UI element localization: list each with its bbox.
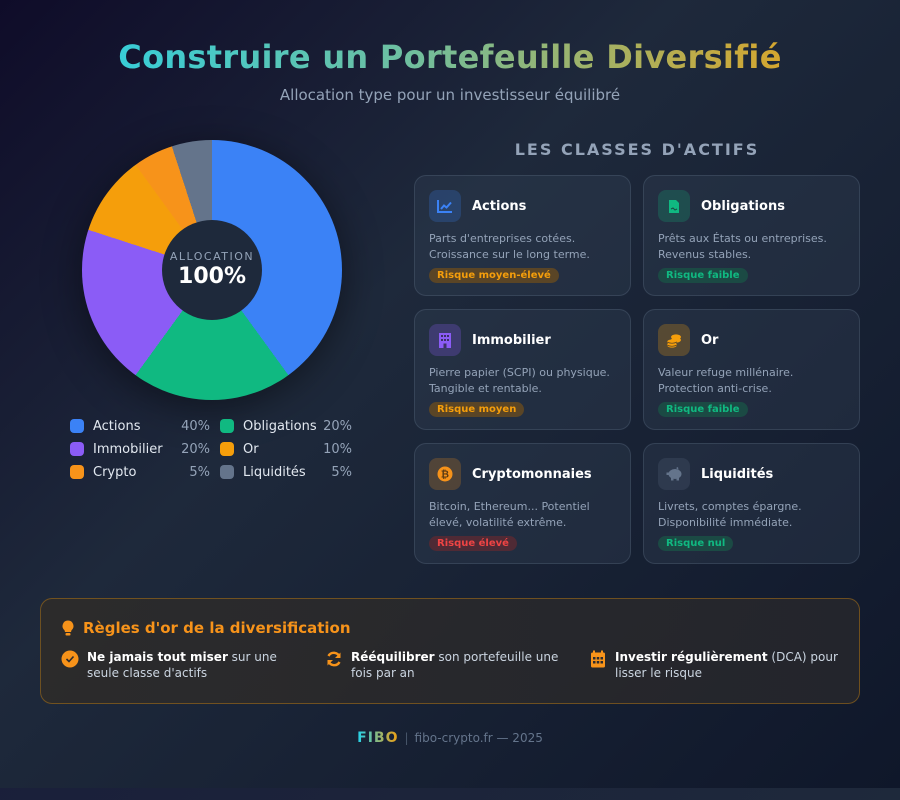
footer-separator: | [404, 731, 409, 745]
donut-center: ALLOCATION 100% [162, 220, 262, 320]
rule-item-rebalance: Rééquilibrer son portefeuille une fois pa… [325, 649, 575, 681]
bitcoin-icon: ₿ [429, 458, 461, 490]
asset-card-description: Bitcoin, Ethereum... Potentiel élevé, vo… [429, 500, 590, 529]
asset-card-description: Parts d'entreprises cotées. Croissance s… [429, 232, 590, 261]
risk-badge: Risque moyen-élevé [429, 268, 559, 283]
asset-card-cryptomonnaies: ₿ Cryptomonnaies Bitcoin, Ethereum... Po… [414, 443, 631, 564]
asset-card-title: Liquidités [701, 466, 774, 482]
asset-card-description: Prêts aux États ou entreprises. Revenus … [658, 232, 827, 261]
asset-card-description: Livrets, comptes épargne. Disponibilité … [658, 500, 802, 529]
page-subtitle: Allocation type pour un investisseur équ… [279, 86, 621, 104]
lightbulb-icon [62, 620, 74, 636]
allocation-donut-chart: ALLOCATION 100% [82, 140, 342, 400]
legend-swatch [220, 442, 234, 456]
asset-card-description: Pierre papier (SCPI) ou physique. Tangib… [429, 366, 610, 395]
asset-cards-grid: Actions Parts d'entreprises cotées. Croi… [414, 175, 860, 564]
asset-card-title: Cryptomonnaies [472, 466, 592, 482]
coins-icon [658, 324, 690, 356]
legend-swatch [70, 419, 84, 433]
risk-badge: Risque élevé [429, 536, 517, 551]
footer: FIBO | fibo-crypto.fr — 2025 [0, 730, 900, 746]
asset-card-description: Valeur refuge millénaire. Protection ant… [658, 366, 794, 395]
check-circle-icon [61, 650, 79, 668]
asset-classes-heading: LES CLASSES D'ACTIFS [514, 140, 760, 159]
asset-card-title: Immobilier [472, 332, 551, 348]
rule-item-dca: Investir régulièrement (DCA) pour lisser … [589, 649, 849, 681]
legend-item-immobilier: Immobilier 20% [70, 441, 210, 457]
rule-item-diversify: Ne jamais tout miser sur une seule classe… [61, 649, 301, 681]
footer-brand-logo: FIBO [357, 730, 399, 746]
donut-center-label: ALLOCATION [169, 250, 255, 263]
legend-item-liquidites: Liquidités 5% [210, 464, 352, 480]
chart-line-icon [429, 190, 461, 222]
chart-legend: Actions 40% Obligations 20% Immobilier 2… [70, 418, 360, 480]
legend-item-actions: Actions 40% [70, 418, 210, 434]
calendar-icon [591, 650, 605, 668]
asset-card-title: Actions [472, 198, 527, 214]
asset-card-obligations: Obligations Prêts aux États ou entrepris… [643, 175, 860, 296]
asset-card-actions: Actions Parts d'entreprises cotées. Croi… [414, 175, 631, 296]
diversification-rules-panel: Règles d'or de la diversification Ne jam… [40, 598, 860, 704]
page-title: Construire un Portefeuille Diversifié [0, 38, 900, 76]
file-document-icon [658, 190, 690, 222]
piggy-bank-icon [658, 458, 690, 490]
asset-card-title: Obligations [701, 198, 785, 214]
risk-badge: Risque faible [658, 268, 748, 283]
legend-item-or: Or 10% [210, 441, 352, 457]
building-icon [429, 324, 461, 356]
refresh-icon [327, 651, 341, 667]
risk-badge: Risque nul [658, 536, 734, 551]
svg-text:₿: ₿ [441, 469, 449, 481]
risk-badge: Risque moyen [429, 402, 525, 417]
legend-item-obligations: Obligations 20% [210, 418, 352, 434]
risk-badge: Risque faible [658, 402, 748, 417]
legend-swatch [70, 442, 84, 456]
rules-heading: Règles d'or de la diversification [61, 619, 351, 637]
legend-swatch [220, 465, 234, 479]
asset-card-liquidites: Liquidités Livrets, comptes épargne. Dis… [643, 443, 860, 564]
footer-credit: fibo-crypto.fr — 2025 [414, 731, 543, 745]
asset-card-title: Or [701, 332, 719, 348]
asset-card-immobilier: Immobilier Pierre papier (SCPI) ou physi… [414, 309, 631, 430]
donut-center-value: 100% [178, 264, 246, 289]
legend-swatch [70, 465, 84, 479]
legend-item-crypto: Crypto 5% [70, 464, 210, 480]
legend-swatch [220, 419, 234, 433]
asset-card-or: Or Valeur refuge millénaire. Protection … [643, 309, 860, 430]
